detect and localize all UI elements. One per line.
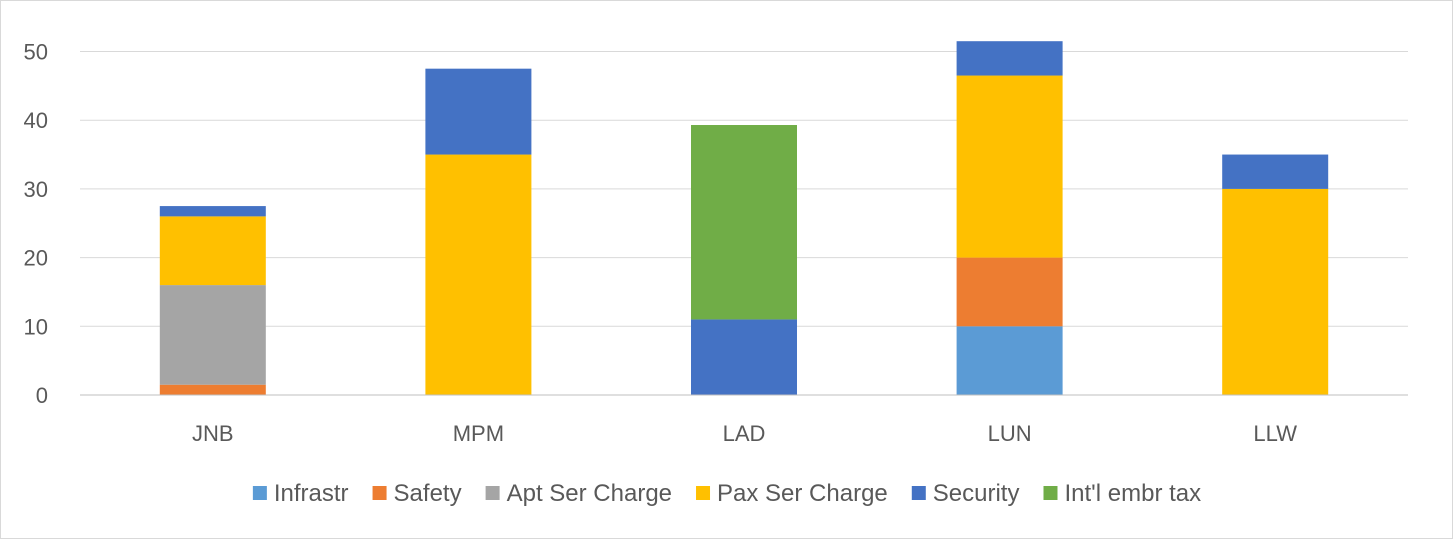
legend-item: Pax Ser Charge bbox=[696, 480, 888, 507]
legend-swatch bbox=[1043, 486, 1058, 500]
legend-item: Int'l embr tax bbox=[1043, 480, 1201, 507]
bar-mpm-segment-4 bbox=[425, 68, 532, 155]
x-tick-label: LUN bbox=[988, 421, 1032, 446]
legend-label: Pax Ser Charge bbox=[717, 480, 888, 507]
bar-lun-segment-0 bbox=[956, 326, 1063, 395]
legend-item: Infrastr bbox=[252, 480, 349, 507]
legend-swatch bbox=[372, 486, 387, 500]
bar-llw-segment-4 bbox=[1222, 154, 1329, 189]
y-tick-label: 0 bbox=[36, 383, 48, 408]
y-tick-label: 50 bbox=[24, 40, 48, 65]
y-tick-label: 40 bbox=[24, 108, 48, 133]
legend-swatch bbox=[696, 486, 711, 500]
legend-item: Safety bbox=[372, 480, 462, 507]
legend-label: Infrastr bbox=[274, 480, 349, 507]
legend-swatch bbox=[252, 486, 267, 500]
legend-label: Int'l embr tax bbox=[1064, 480, 1201, 507]
x-tick-label: LLW bbox=[1253, 421, 1297, 446]
y-tick-label: 30 bbox=[24, 177, 48, 202]
legend-item: Security bbox=[911, 480, 1020, 507]
bar-jnb-segment-4 bbox=[159, 206, 266, 217]
bar-jnb-segment-2 bbox=[159, 285, 266, 385]
bar-lad-segment-4 bbox=[691, 319, 797, 395]
y-tick-label: 10 bbox=[24, 314, 48, 339]
bar-lun-segment-4 bbox=[956, 41, 1063, 76]
legend-label: Safety bbox=[394, 480, 462, 507]
legend-swatch bbox=[485, 486, 500, 500]
bar-lun-segment-3 bbox=[956, 75, 1063, 258]
bar-llw-segment-3 bbox=[1222, 188, 1329, 395]
legend-swatch bbox=[911, 486, 926, 500]
y-tick-label: 20 bbox=[24, 246, 48, 271]
y-axis-ticks: 0 10 20 30 40 50 bbox=[24, 40, 48, 409]
legend-item: Apt Ser Charge bbox=[485, 480, 672, 507]
legend: Infrastr Safety Apt Ser Charge Pax Ser Char… bbox=[252, 480, 1201, 507]
x-tick-label: LAD bbox=[723, 421, 766, 446]
bar-jnb-segment-3 bbox=[159, 216, 266, 286]
legend-label: Security bbox=[933, 480, 1020, 507]
bar-lun-segment-1 bbox=[956, 257, 1063, 327]
legend-label: Apt Ser Charge bbox=[507, 480, 672, 507]
x-tick-label: JNB bbox=[192, 421, 234, 446]
x-tick-label: MPM bbox=[453, 421, 504, 446]
bar-mpm-segment-3 bbox=[425, 154, 532, 395]
bar-lad-segment-5 bbox=[691, 125, 797, 320]
bars bbox=[159, 41, 1329, 395]
bar-jnb-segment-1 bbox=[159, 384, 266, 395]
x-axis-ticks: JNB MPM LAD LUN LLW bbox=[192, 421, 1297, 446]
